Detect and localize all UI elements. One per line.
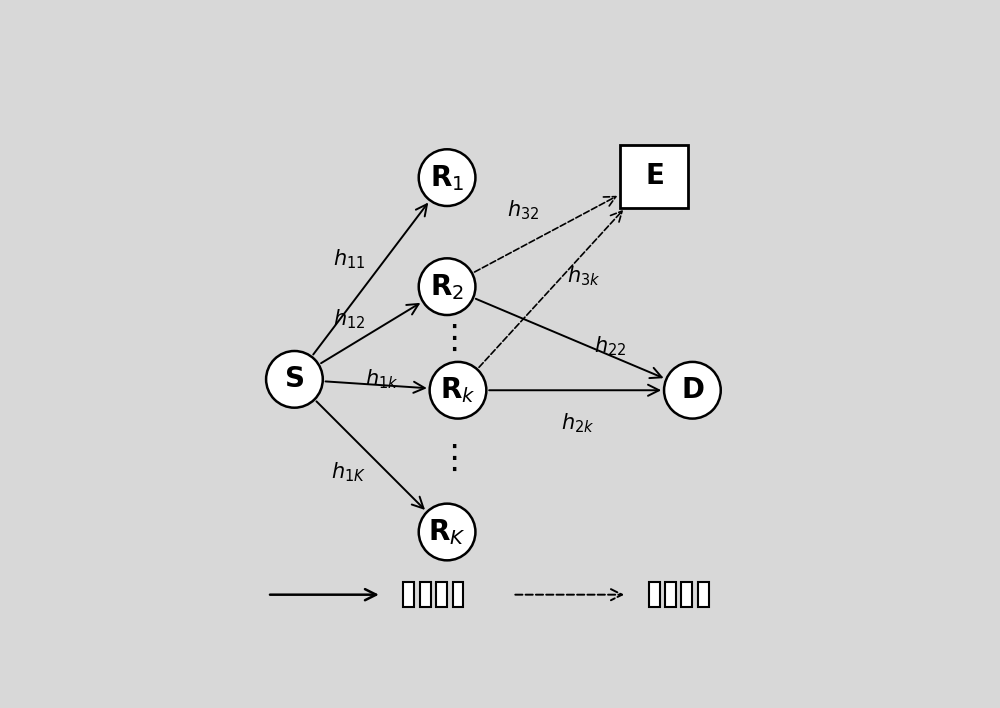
FancyBboxPatch shape (436, 583, 447, 607)
Text: $\mathbf{S}$: $\mathbf{S}$ (284, 365, 304, 394)
FancyBboxPatch shape (649, 583, 660, 607)
Circle shape (419, 258, 475, 315)
Text: $\vdots$: $\vdots$ (437, 322, 457, 355)
Circle shape (430, 362, 486, 418)
Text: $\vdots$: $\vdots$ (437, 442, 457, 475)
Text: $\mathbf{R}_{K}$: $\mathbf{R}_{K}$ (428, 517, 466, 547)
FancyBboxPatch shape (681, 583, 692, 607)
Text: $h_{1k}$: $h_{1k}$ (365, 367, 398, 391)
Text: $h_{1K}$: $h_{1K}$ (331, 460, 366, 484)
Text: $h_{11}$: $h_{11}$ (333, 248, 365, 271)
Text: $\mathbf{R}_{1}$: $\mathbf{R}_{1}$ (430, 163, 464, 193)
FancyBboxPatch shape (698, 583, 709, 607)
FancyBboxPatch shape (620, 145, 688, 207)
Text: $h_{3k}$: $h_{3k}$ (567, 264, 600, 287)
Circle shape (266, 351, 323, 408)
Circle shape (419, 149, 475, 206)
Text: $h_{22}$: $h_{22}$ (594, 335, 627, 358)
Text: $h_{12}$: $h_{12}$ (333, 307, 365, 331)
Text: $\mathbf{R}_{2}$: $\mathbf{R}_{2}$ (430, 272, 464, 302)
Text: $h_{2k}$: $h_{2k}$ (561, 411, 595, 435)
FancyBboxPatch shape (453, 583, 463, 607)
Text: $\mathbf{R}_{k}$: $\mathbf{R}_{k}$ (440, 375, 476, 405)
Circle shape (419, 503, 475, 560)
Text: $\mathbf{E}$: $\mathbf{E}$ (645, 162, 663, 190)
FancyBboxPatch shape (665, 583, 676, 607)
Circle shape (664, 362, 721, 418)
FancyBboxPatch shape (420, 583, 431, 607)
FancyBboxPatch shape (403, 583, 414, 607)
Text: $h_{32}$: $h_{32}$ (507, 198, 540, 222)
Text: $\mathbf{D}$: $\mathbf{D}$ (681, 376, 704, 404)
